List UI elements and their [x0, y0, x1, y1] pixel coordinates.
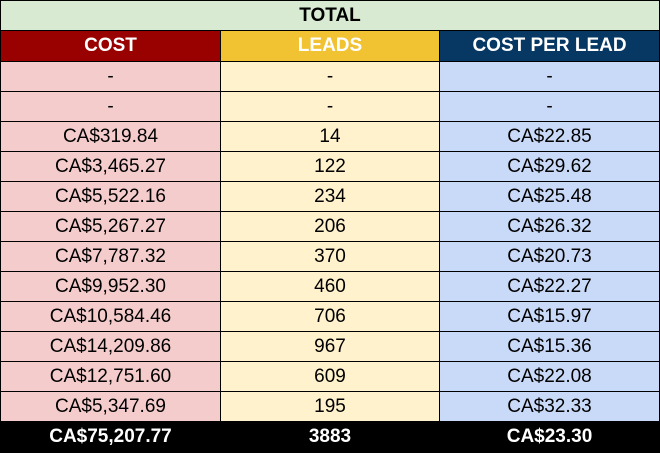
column-header-cost: COST — [0, 30, 221, 62]
table-title: TOTAL — [0, 0, 660, 31]
cost-cell: - — [0, 61, 221, 92]
table-body: - - - - - - CA$319.84 14 CA$22.85 CA$3,4… — [0, 61, 660, 422]
title-row: TOTAL — [0, 0, 660, 31]
table-row: CA$7,787.32 370 CA$20.73 — [0, 241, 660, 272]
table-row: CA$9,952.30 460 CA$22.27 — [0, 271, 660, 302]
cost-per-lead-cell: CA$15.36 — [439, 331, 660, 362]
leads-cell: 206 — [220, 211, 440, 242]
table-row: - - - — [0, 61, 660, 92]
cost-per-lead-cell: CA$22.85 — [439, 121, 660, 152]
leads-cell: 609 — [220, 361, 440, 392]
cost-per-lead-cell: CA$26.32 — [439, 211, 660, 242]
cost-per-lead-cell: - — [439, 61, 660, 92]
total-cost-cell: CA$75,207.77 — [0, 421, 221, 453]
table-row: CA$5,347.69 195 CA$32.33 — [0, 391, 660, 422]
leads-cell: 370 — [220, 241, 440, 272]
leads-cell: 122 — [220, 151, 440, 182]
cost-cell: CA$3,465.27 — [0, 151, 221, 182]
leads-cell: 967 — [220, 331, 440, 362]
cost-per-lead-cell: - — [439, 91, 660, 122]
column-header-leads: LEADS — [220, 30, 440, 62]
cost-cell: CA$7,787.32 — [0, 241, 221, 272]
leads-cell: 14 — [220, 121, 440, 152]
cost-per-lead-cell: CA$22.27 — [439, 271, 660, 302]
leads-cell: 460 — [220, 271, 440, 302]
leads-cell: 706 — [220, 301, 440, 332]
cost-cell: CA$12,751.60 — [0, 361, 221, 392]
leads-cell: - — [220, 61, 440, 92]
cost-per-lead-cell: CA$22.08 — [439, 361, 660, 392]
total-leads-cell: 3883 — [220, 421, 440, 453]
cost-cell: CA$10,584.46 — [0, 301, 221, 332]
total-cost-per-lead-cell: CA$23.30 — [439, 421, 660, 453]
cost-per-lead-cell: CA$20.73 — [439, 241, 660, 272]
cost-cell: CA$319.84 — [0, 121, 221, 152]
cost-per-lead-cell: CA$15.97 — [439, 301, 660, 332]
cost-cell: CA$5,347.69 — [0, 391, 221, 422]
cost-cell: CA$9,952.30 — [0, 271, 221, 302]
table-row: CA$12,751.60 609 CA$22.08 — [0, 361, 660, 392]
cost-per-lead-cell: CA$25.48 — [439, 181, 660, 212]
leads-cell: - — [220, 91, 440, 122]
table-row: CA$5,522.16 234 CA$25.48 — [0, 181, 660, 212]
column-header-cost-per-lead: COST PER LEAD — [439, 30, 660, 62]
cost-per-lead-cell: CA$32.33 — [439, 391, 660, 422]
cost-cell: CA$14,209.86 — [0, 331, 221, 362]
table-row: CA$319.84 14 CA$22.85 — [0, 121, 660, 152]
cost-cell: - — [0, 91, 221, 122]
header-row: COST LEADS COST PER LEAD — [0, 30, 660, 62]
table-row: CA$14,209.86 967 CA$15.36 — [0, 331, 660, 362]
table-row: CA$5,267.27 206 CA$26.32 — [0, 211, 660, 242]
table-row: CA$10,584.46 706 CA$15.97 — [0, 301, 660, 332]
table-row: - - - — [0, 91, 660, 122]
cost-per-lead-cell: CA$29.62 — [439, 151, 660, 182]
leads-cell: 234 — [220, 181, 440, 212]
total-row: CA$75,207.77 3883 CA$23.30 — [0, 421, 660, 453]
table-row: CA$3,465.27 122 CA$29.62 — [0, 151, 660, 182]
cost-cell: CA$5,522.16 — [0, 181, 221, 212]
leads-cell: 195 — [220, 391, 440, 422]
cost-cell: CA$5,267.27 — [0, 211, 221, 242]
